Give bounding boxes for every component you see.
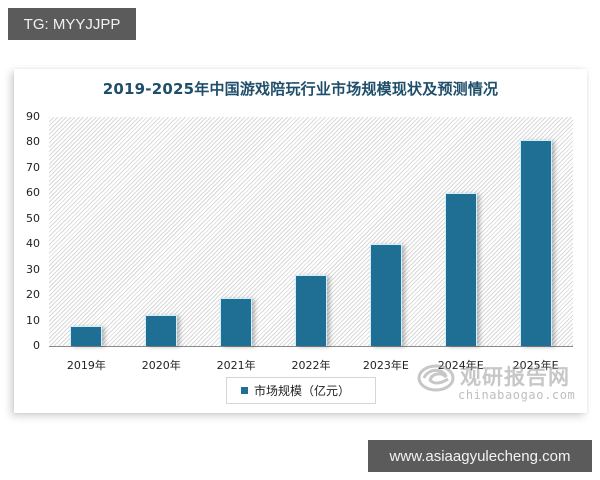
bar [145, 315, 178, 346]
y-tick-label: 50 [26, 211, 40, 225]
x-tick-label: 2025年E [512, 359, 559, 372]
x-tick-label: 2019年 [66, 359, 106, 372]
tg-watermark-label: TG: MYYJJPP [8, 8, 136, 40]
legend: 市场规模（亿元） [226, 377, 376, 404]
bar [220, 297, 253, 346]
x-tick-label: 2020年 [141, 359, 181, 372]
bar [444, 193, 477, 346]
chart-card: 2019-2025年中国游戏陪玩行业市场规模现状及预测情况 90 80 70 60 50… [14, 69, 587, 413]
bar [369, 244, 402, 346]
y-tick-label: 80 [26, 135, 40, 149]
chinabaogao-watermark: 观研报告网 chinabaogao.com [416, 361, 586, 407]
y-tick-label: 70 [26, 160, 40, 174]
y-tick-label: 90 [26, 110, 40, 123]
x-tick-label: 2021年 [216, 359, 256, 372]
bar [295, 274, 327, 346]
bar [70, 325, 103, 346]
y-tick-label: 20 [26, 288, 40, 302]
y-tick-label: 0 [33, 339, 40, 352]
legend-label: 市场规模（亿元） [254, 384, 351, 398]
chart-title: 2019-2025年中国游戏陪玩行业市场规模现状及预测情况 [102, 80, 499, 98]
x-tick-label: 2022年 [291, 359, 331, 372]
x-axis-line [49, 346, 573, 347]
legend-swatch [241, 387, 248, 394]
y-tick-label: 30 [26, 262, 40, 276]
x-tick-label: 2023年E [362, 359, 409, 372]
watermark-brand-en: chinabaogao.com [458, 388, 576, 402]
site-url-label: www.asiaagyulecheng.com [368, 440, 592, 472]
y-tick-label: 60 [26, 186, 40, 200]
swirl-logo-icon [417, 364, 455, 392]
bar [519, 139, 552, 346]
y-tick-label: 10 [26, 313, 40, 327]
plot-area [49, 117, 573, 346]
watermark-brand-cn: 观研报告网 [460, 365, 570, 389]
y-tick-label: 40 [26, 237, 40, 251]
